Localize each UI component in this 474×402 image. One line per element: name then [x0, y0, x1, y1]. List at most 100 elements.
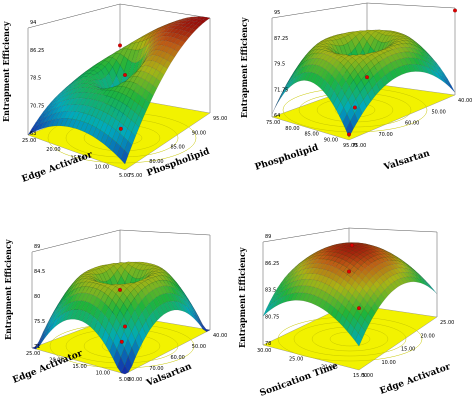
x-tick-label: 25.00	[289, 356, 303, 362]
z-axis-label: Entrapment Efficiency	[239, 17, 249, 118]
y-tick-label: 75.00	[352, 143, 366, 149]
z-tick-label: 64	[274, 113, 280, 119]
y-tick-label: 95.00	[213, 116, 227, 122]
z-tick-label: 80	[34, 294, 40, 300]
y-tick-label: 15.00	[401, 347, 415, 353]
z-tick-label: 86.25	[265, 261, 279, 267]
z-tick-label: 75.5	[34, 319, 45, 325]
z-tick-label: 87.25	[274, 36, 288, 42]
y-tick-label: 80.00	[128, 377, 142, 383]
y-tick-label: 10.00	[382, 360, 396, 366]
x-tick-label: 20.00	[321, 365, 335, 371]
y-tick-label: 40.00	[458, 98, 472, 104]
y-tick-label: 90.00	[192, 130, 206, 136]
design-point	[119, 339, 124, 344]
tick-labels: 64 71.75 79.5 87.25 95 95.00 90.00 85.00 80.00 75…	[266, 10, 472, 149]
x-tick-label: 5.00	[119, 173, 130, 179]
x-tick-label: 25.00	[26, 351, 40, 357]
surface-facet	[195, 315, 203, 330]
x-tick-label: 85.00	[305, 132, 319, 138]
design-points	[347, 243, 361, 311]
surface-plot-2: 64 71.75 79.5 87.25 95 95.00 90.00 85.00 80.00 75…	[239, 2, 472, 173]
y-tick-label: 25.00	[440, 320, 454, 326]
surface-facet	[426, 283, 434, 291]
z-tick-label: 79.5	[274, 62, 285, 68]
y-tick-label: 50.00	[192, 344, 206, 350]
z-tick-label: 84.5	[34, 269, 45, 275]
x-tick-label: 90.00	[324, 137, 338, 143]
y-tick-label: 60.00	[171, 355, 185, 361]
x-axis-label: Edge Activator	[21, 150, 94, 185]
y-tick-label: 70.00	[379, 132, 393, 138]
design-point	[365, 75, 369, 80]
z-tick-label: 83.5	[265, 288, 276, 294]
design-point	[347, 269, 351, 274]
design-points	[118, 43, 127, 131]
z-axis-label: Entrapment Efficiency	[1, 21, 11, 122]
design-point	[352, 105, 357, 110]
y-tick-label: 70.00	[149, 366, 163, 372]
x-tick-label: 15.00	[73, 364, 87, 370]
response-surface	[27, 16, 211, 165]
x-tick-label: 20.00	[46, 147, 60, 153]
y-axis-label: Edge Activator	[379, 362, 452, 397]
design-point	[347, 132, 351, 137]
z-tick-label: 80.75	[265, 314, 279, 320]
z-axis-label: Entrapment Efficiency	[3, 239, 13, 340]
design-points	[347, 8, 457, 137]
response-surface	[31, 261, 211, 375]
y-tick-label: 40.00	[213, 333, 227, 339]
x-tick-label: 10.00	[95, 164, 109, 170]
y-tick-label: 80.00	[149, 159, 163, 165]
surface-plot-4: 78 80.75 83.5 86.25 89 15.00 20.00 25.00 30.00 5.…	[237, 227, 454, 399]
surface-facet	[354, 333, 363, 347]
surface-plot-1: 63 70.75 78.5 86.25 94 5.00 10.00 15.00 20.00 25.…	[1, 3, 227, 185]
surface-facet	[446, 80, 456, 93]
y-tick-label: 50.00	[432, 109, 446, 115]
x-tick-label: 95.00	[343, 143, 357, 149]
y-axis-label: Valsartan	[382, 148, 432, 173]
z-tick-label: 78.5	[30, 76, 41, 82]
x-tick-label: 80.00	[285, 126, 299, 132]
y-tick-label: 20.00	[421, 333, 435, 339]
y-tick-label: 5.00	[362, 373, 373, 379]
z-tick-label: 71	[34, 344, 40, 350]
z-tick-label: 70.75	[30, 103, 44, 109]
x-tick-label: 15.00	[353, 373, 367, 379]
surface-facet	[430, 286, 438, 294]
z-tick-label: 71.75	[274, 87, 288, 93]
tick-labels: 63 70.75 78.5 86.25 94 5.00 10.00 15.00 20.00 25.…	[22, 20, 227, 179]
surface-facet	[120, 365, 129, 375]
x-tick-label: 30.00	[257, 348, 271, 354]
z-tick-label: 78	[265, 341, 271, 347]
x-tick-label: 25.00	[22, 138, 36, 144]
x-axis-label: Phospholipid	[254, 143, 321, 173]
design-point	[118, 287, 122, 292]
z-tick-label: 86.25	[30, 48, 44, 54]
response-surface	[271, 29, 456, 138]
z-tick-label: 95	[274, 10, 280, 16]
design-points	[118, 287, 127, 344]
y-tick-label: 60.00	[405, 121, 419, 127]
design-point	[123, 73, 127, 77]
surface-facet	[275, 92, 283, 108]
z-tick-label: 89	[265, 234, 271, 240]
z-tick-label: 94	[30, 20, 36, 26]
design-point	[118, 43, 122, 48]
x-tick-label: 10.00	[96, 371, 110, 377]
z-tick-label: 89	[34, 244, 40, 250]
x-axis-label: Sonication Time	[259, 361, 340, 399]
x-tick-label: 75.00	[266, 120, 280, 126]
z-axis-label: Entrapment Efficiency	[237, 247, 247, 348]
y-tick-label: 75.00	[128, 173, 142, 179]
design-point	[350, 243, 354, 248]
design-point	[453, 8, 457, 13]
tick-labels: 71 75.5 80 84.5 89 5.00 10.00 15.00 20.00 25.00 80…	[26, 244, 227, 383]
z-tick-label: 63	[30, 131, 36, 137]
x-tick-label: 5.00	[119, 377, 130, 383]
x-tick-label: 15.00	[71, 156, 85, 162]
design-point	[118, 126, 123, 131]
surface-plot-3: 71 75.5 80 84.5 89 5.00 10.00 15.00 20.00 25.00 80…	[3, 229, 227, 389]
design-point	[357, 306, 361, 311]
